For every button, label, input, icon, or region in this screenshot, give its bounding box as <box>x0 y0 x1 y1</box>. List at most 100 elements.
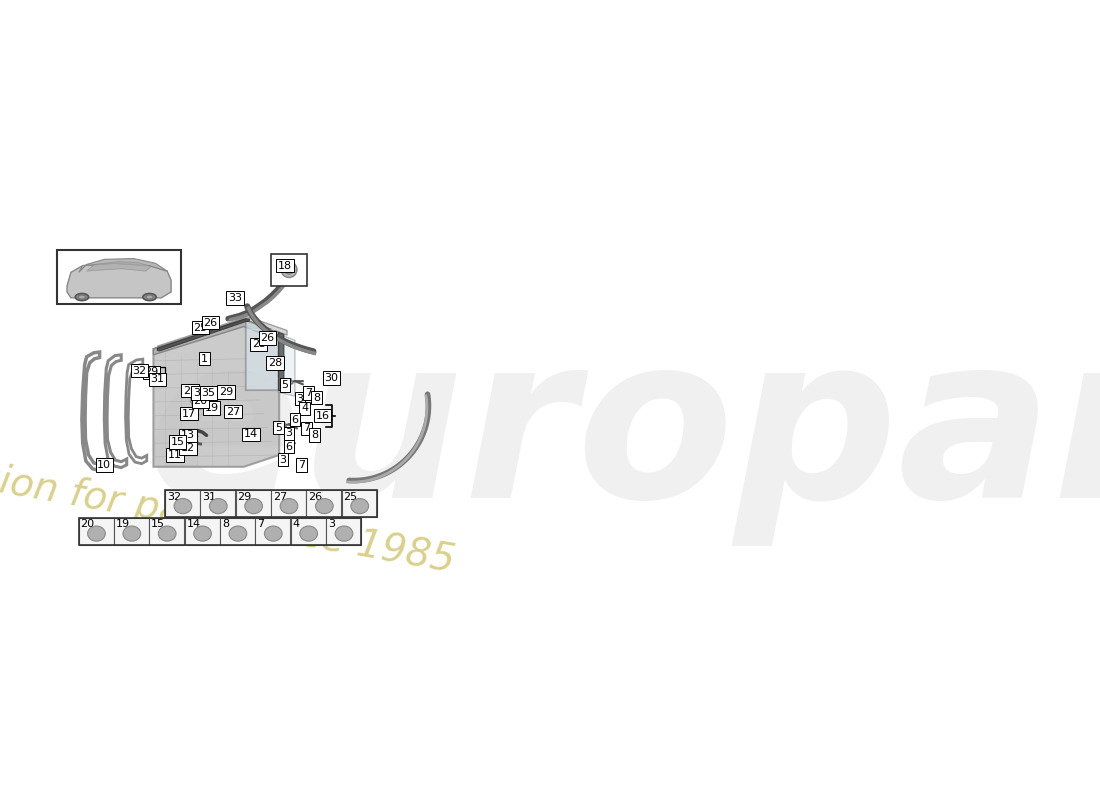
Text: 25: 25 <box>343 492 358 502</box>
Text: 30: 30 <box>324 373 339 383</box>
Text: 8: 8 <box>222 519 229 530</box>
FancyBboxPatch shape <box>307 490 341 518</box>
Ellipse shape <box>146 295 153 299</box>
Text: 10: 10 <box>97 460 111 470</box>
FancyBboxPatch shape <box>290 518 326 545</box>
Text: a passion for parts since 1985: a passion for parts since 1985 <box>0 440 458 580</box>
Text: 33: 33 <box>228 293 242 303</box>
Text: 31: 31 <box>151 374 164 384</box>
Ellipse shape <box>245 498 263 514</box>
FancyBboxPatch shape <box>114 518 148 545</box>
Ellipse shape <box>88 526 106 541</box>
Text: 26: 26 <box>308 492 322 502</box>
Text: 17: 17 <box>182 409 196 418</box>
Ellipse shape <box>229 526 246 541</box>
Text: 18: 18 <box>278 261 293 270</box>
Text: 1: 1 <box>201 354 208 364</box>
Text: 14: 14 <box>186 519 200 530</box>
Text: 27: 27 <box>273 492 287 502</box>
Polygon shape <box>278 334 295 396</box>
Text: 31: 31 <box>202 492 217 502</box>
Text: 12: 12 <box>180 443 195 454</box>
Polygon shape <box>87 262 152 271</box>
Ellipse shape <box>158 526 176 541</box>
Text: 11: 11 <box>168 450 182 460</box>
FancyBboxPatch shape <box>326 518 361 545</box>
Text: 3: 3 <box>279 454 287 465</box>
Text: 6: 6 <box>286 442 293 452</box>
Circle shape <box>191 391 208 409</box>
Circle shape <box>284 265 294 274</box>
Text: 19: 19 <box>116 519 130 530</box>
Text: 4: 4 <box>301 403 308 414</box>
Text: 29: 29 <box>219 387 233 397</box>
Text: 27: 27 <box>226 406 240 417</box>
Text: 15: 15 <box>151 519 165 530</box>
Text: 13: 13 <box>182 430 195 440</box>
Ellipse shape <box>174 498 191 514</box>
Text: 3: 3 <box>328 519 334 530</box>
Text: 15: 15 <box>170 437 185 447</box>
Text: 35: 35 <box>201 388 216 398</box>
Ellipse shape <box>280 498 298 514</box>
Ellipse shape <box>351 498 369 514</box>
Ellipse shape <box>336 526 353 541</box>
Text: 7: 7 <box>304 423 310 434</box>
Polygon shape <box>67 263 172 298</box>
Text: 32: 32 <box>167 492 180 502</box>
Text: 6: 6 <box>292 414 298 425</box>
Circle shape <box>195 395 205 405</box>
Polygon shape <box>278 422 286 428</box>
Text: 28: 28 <box>267 358 282 368</box>
Text: 29: 29 <box>144 367 158 378</box>
Ellipse shape <box>78 295 86 299</box>
Text: 5: 5 <box>282 380 288 390</box>
FancyBboxPatch shape <box>185 518 220 545</box>
Text: 25: 25 <box>252 339 266 350</box>
Text: 7: 7 <box>305 388 312 398</box>
Text: 20: 20 <box>194 396 208 406</box>
Ellipse shape <box>209 498 227 514</box>
Text: 14: 14 <box>244 429 257 439</box>
Text: 34: 34 <box>192 388 207 398</box>
FancyBboxPatch shape <box>200 490 235 518</box>
Ellipse shape <box>283 267 295 271</box>
Polygon shape <box>153 319 279 466</box>
Text: 32: 32 <box>133 366 146 375</box>
Circle shape <box>282 262 297 278</box>
Polygon shape <box>245 320 279 390</box>
Text: 26: 26 <box>204 318 218 327</box>
FancyBboxPatch shape <box>342 490 377 518</box>
Text: 20: 20 <box>80 519 95 530</box>
Ellipse shape <box>194 526 211 541</box>
Polygon shape <box>278 333 284 392</box>
FancyBboxPatch shape <box>57 250 182 304</box>
FancyBboxPatch shape <box>235 490 271 518</box>
Text: 7: 7 <box>257 519 264 530</box>
FancyBboxPatch shape <box>220 518 255 545</box>
Ellipse shape <box>123 526 141 541</box>
Text: 29: 29 <box>183 386 197 395</box>
FancyBboxPatch shape <box>255 518 290 545</box>
Text: 25: 25 <box>194 322 208 333</box>
Polygon shape <box>79 258 167 272</box>
Text: 8: 8 <box>312 393 320 402</box>
Polygon shape <box>153 319 279 355</box>
FancyBboxPatch shape <box>78 518 113 545</box>
Text: 7: 7 <box>298 460 305 470</box>
Text: 8: 8 <box>311 430 318 440</box>
Text: 3: 3 <box>297 394 304 404</box>
Ellipse shape <box>316 498 333 514</box>
FancyBboxPatch shape <box>150 518 185 545</box>
Text: 29: 29 <box>238 492 252 502</box>
Text: 5: 5 <box>275 422 282 433</box>
Text: europarts: europarts <box>145 324 1100 546</box>
Text: 3: 3 <box>286 428 293 438</box>
Polygon shape <box>157 317 287 351</box>
Text: 16: 16 <box>316 410 329 421</box>
Ellipse shape <box>75 294 89 301</box>
FancyBboxPatch shape <box>271 254 307 286</box>
Circle shape <box>330 378 333 381</box>
Polygon shape <box>157 318 250 351</box>
Polygon shape <box>285 378 293 385</box>
